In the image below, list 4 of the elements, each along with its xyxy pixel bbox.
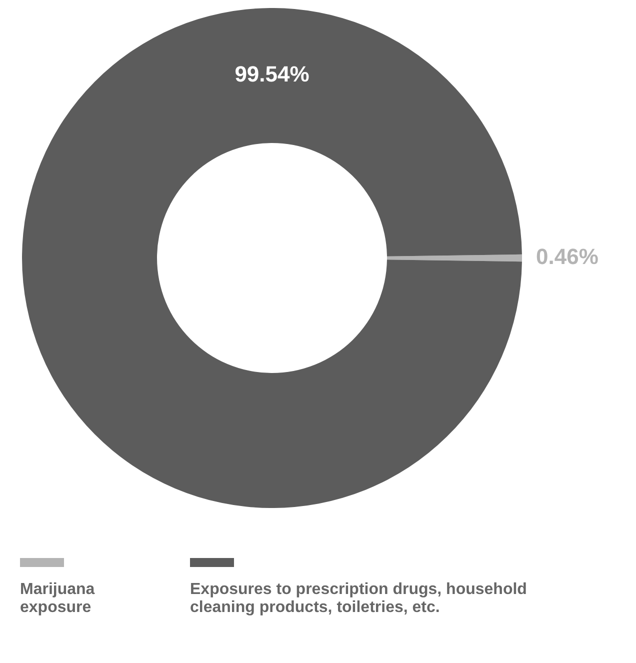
legend-label: Exposures to prescription drugs, household cleaning products, toiletries, etc. xyxy=(190,581,528,617)
data-label: 99.54% xyxy=(234,62,310,87)
legend-label: Marijuana exposure xyxy=(20,581,96,617)
data-label: 0.46% xyxy=(536,244,598,270)
